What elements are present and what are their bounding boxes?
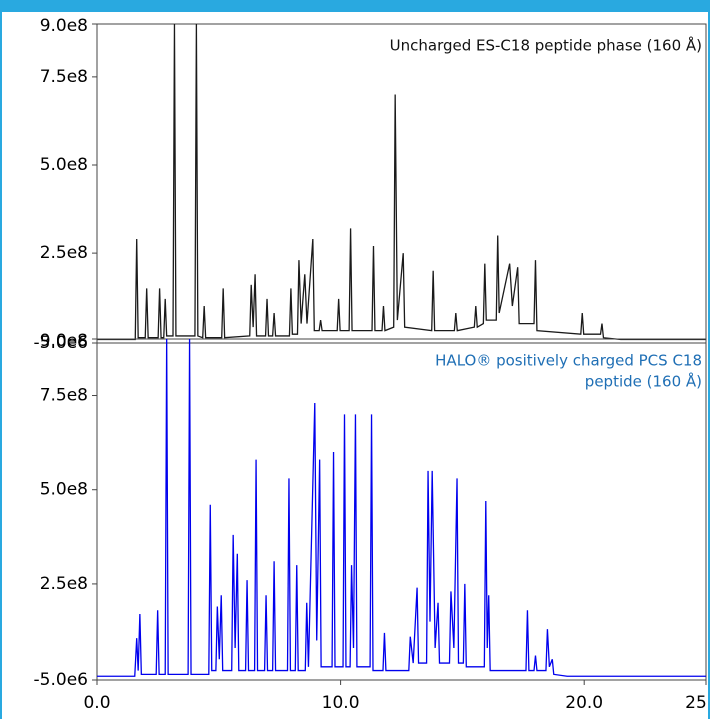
top-bar — [0, 0, 710, 12]
y-tick-label: 5.0e8 — [40, 480, 88, 500]
x-tick-label: 0.0 — [83, 693, 110, 713]
y-tick-label: -5.0e6 — [34, 333, 88, 353]
y-tick-label: 7.5e8 — [40, 67, 88, 87]
annotation: Uncharged ES-C18 peptide phase (160 Å) — [390, 36, 702, 55]
y-tick-label: -5.0e6 — [34, 670, 88, 690]
y-tick-label: 2.5e8 — [40, 574, 88, 594]
y-tick-label: 9.0e8 — [40, 16, 88, 36]
annotation: peptide (160 Å) — [585, 372, 702, 391]
y-tick-label: 7.5e8 — [40, 386, 88, 406]
plot-frame — [96, 338, 707, 681]
upper-panel: 9.0e8 7.5e8 5.0e8 2.5e8 -5.0e6 Uncharged ES-C… — [34, 16, 707, 353]
x-tick-label: 25 — [685, 693, 707, 713]
lower-panel: 9.0e8 7.5e8 5.0e8 2.5e8 -5.0e6 0.0 10.0 20.0 25 H… — [34, 331, 707, 713]
annotation: HALO® positively charged PCS C18 — [435, 352, 702, 370]
right-border — [708, 0, 710, 719]
trace — [97, 339, 706, 677]
left-border — [0, 0, 2, 719]
trace — [97, 24, 706, 341]
x-tick-label: 20.0 — [565, 693, 603, 713]
plot-frame — [96, 23, 707, 344]
x-tick-label: 10.0 — [322, 693, 360, 713]
y-tick-label: 9.0e8 — [40, 331, 88, 351]
y-tick-label: 5.0e8 — [40, 155, 88, 175]
y-tick-label: 2.5e8 — [40, 243, 88, 263]
